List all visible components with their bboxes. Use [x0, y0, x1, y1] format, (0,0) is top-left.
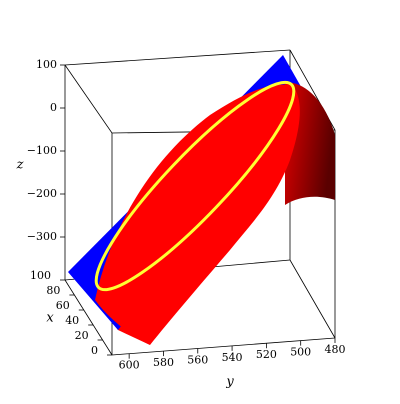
z-tick-label: 100: [36, 58, 57, 71]
z-tick-label: −300: [27, 230, 57, 243]
z-tick-label: 0: [50, 101, 57, 114]
y-tick-label: 480: [325, 343, 346, 356]
x-tick-label: 20: [75, 329, 89, 342]
x-tick-label: 80: [46, 284, 60, 297]
y-axis-label: y: [225, 375, 234, 390]
z-tick-label: −200: [27, 187, 57, 200]
z-tick-label: −100: [27, 144, 57, 157]
y-tick-label: 520: [256, 348, 277, 361]
y-tick-label: 580: [153, 356, 174, 369]
x-axis-label: x: [46, 311, 54, 326]
x-tick-label: 100: [30, 269, 51, 282]
y-tick-label: 560: [187, 353, 208, 366]
intersection-curve: [94, 80, 296, 292]
x-tick-label: 0: [91, 344, 98, 357]
x-tick-label: 60: [56, 299, 70, 312]
red-surface: [95, 84, 300, 345]
y-tick-label: 600: [119, 359, 140, 372]
z-axis-label: z: [16, 158, 24, 173]
x-tick-label: 40: [65, 314, 79, 327]
y-tick-label: 540: [222, 351, 243, 364]
y-tick-label: 500: [290, 346, 311, 359]
